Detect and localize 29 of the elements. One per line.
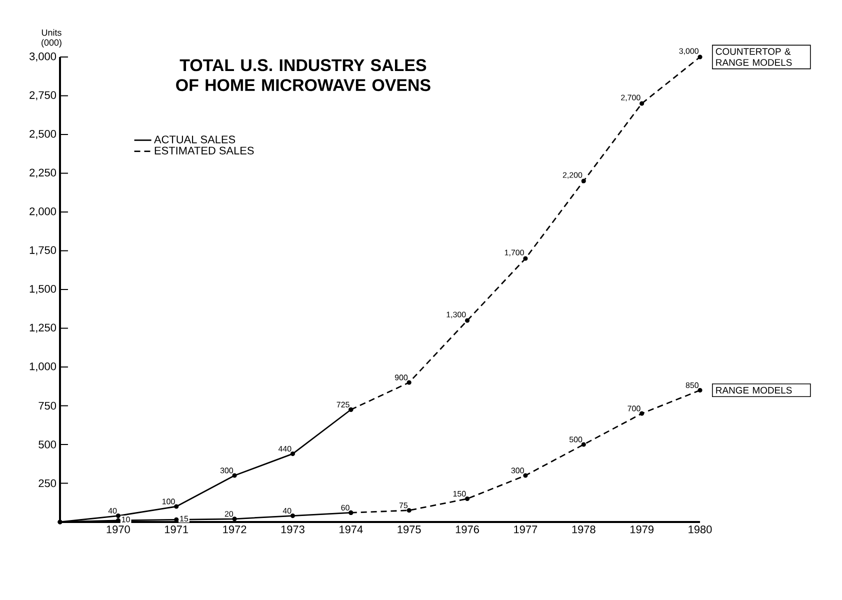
y-tick-label: 2,000 (30, 207, 56, 217)
x-tick-label: 1976 (456, 526, 479, 534)
annotation: COUNTERTOP & RANGE MODELS (716, 48, 792, 66)
y-tick-label: 3,000 (29, 52, 56, 62)
y-tick-label: 2,500 (30, 130, 56, 140)
x-tick-label: 1974 (340, 526, 363, 534)
x-tick-label: 1970 (106, 526, 130, 534)
x-tick-label: 1978 (572, 526, 596, 534)
x-tick-label: 1971 (165, 526, 188, 534)
y-tick-label: 1,750 (30, 246, 56, 256)
x-tick-label: 1979 (630, 526, 654, 534)
text: TOTAL U.S. INDUSTRY SALES OF HOME MICROWAVE OVENS (176, 59, 430, 92)
y-axis-title: Units (000) (42, 29, 62, 48)
y-tick-label: 2,250 (30, 168, 56, 178)
y-tick-label: 500 (38, 440, 56, 448)
x-tick-label: 1975 (398, 526, 421, 534)
x-tick-label: 1980 (688, 526, 712, 534)
y-tick-label: 750 (38, 402, 56, 410)
x-tick-label: 1973 (281, 526, 304, 534)
annotation: RANGE MODELS (716, 386, 792, 394)
x-tick-label: 1972 (223, 526, 246, 534)
y-tick-label: 1,500 (30, 284, 56, 294)
y-tick-label: 1,250 (30, 324, 56, 333)
legend-label: ESTIMATED SALES (154, 146, 254, 154)
x-tick-label: 1977 (514, 526, 538, 534)
y-tick-label: 1,000 (30, 362, 56, 372)
y-tick-label: 2,750 (30, 91, 56, 100)
y-tick-label: 250 (38, 479, 56, 488)
legend-label: ACTUAL SALES (154, 136, 236, 144)
